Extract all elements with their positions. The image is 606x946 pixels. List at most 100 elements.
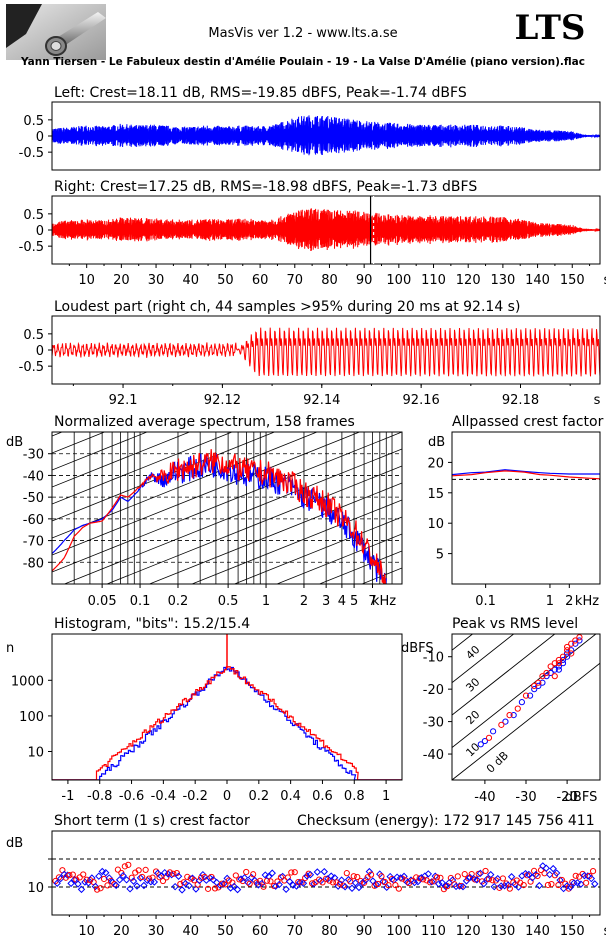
- point-right: [482, 867, 489, 875]
- point-left: [327, 872, 335, 880]
- point-left: [150, 878, 159, 886]
- y-tick-label: 0.5: [23, 208, 44, 223]
- point-left: [310, 880, 318, 888]
- grid-slope: [52, 432, 234, 505]
- x-tick-label: 140: [525, 273, 550, 288]
- point-left: [67, 879, 75, 888]
- grid-slope: [52, 432, 402, 573]
- point-left: [531, 686, 538, 693]
- point-left: [133, 882, 141, 890]
- crest-diagonal: [452, 634, 556, 716]
- point-left: [584, 872, 592, 880]
- point-left: [490, 882, 498, 891]
- point-left: [564, 653, 571, 660]
- x-tick-label: 120: [456, 273, 481, 288]
- x-tick-label: s: [604, 924, 606, 939]
- chart-title: Histogram, "bits": 15.2/15.4: [54, 616, 250, 632]
- point-left: [56, 874, 65, 883]
- point-right: [589, 867, 597, 875]
- point-left: [424, 870, 433, 878]
- grid-slope: [318, 550, 402, 584]
- point-left: [53, 879, 61, 887]
- y-tick-label: 0: [36, 224, 44, 239]
- point-left: [462, 877, 471, 885]
- point-left: [551, 666, 558, 673]
- point-left: [129, 877, 138, 885]
- point-left: [320, 867, 328, 876]
- y-axis-label: n: [6, 641, 14, 656]
- point-left: [199, 870, 207, 879]
- x-tick-label: 60: [252, 924, 269, 939]
- point-right: [343, 870, 350, 877]
- x-tick-label: 130: [490, 924, 515, 939]
- point-right: [531, 682, 538, 690]
- y-tick-label: -80: [23, 556, 44, 571]
- x-tick-label: 50: [217, 924, 234, 939]
- point-left: [525, 870, 533, 879]
- point-left: [240, 874, 249, 882]
- y-tick-label: 10: [427, 517, 444, 532]
- point-right: [555, 881, 562, 889]
- spectrum-right: [52, 449, 387, 584]
- chart-title: Peak vs RMS level: [452, 616, 578, 632]
- point-left: [376, 870, 384, 878]
- point-right: [125, 861, 132, 868]
- plot-frame: [451, 431, 601, 585]
- point-left: [504, 881, 512, 889]
- checksum-label: Checksum (energy): 172 917 145 756 411: [297, 813, 595, 829]
- x-unit-label: s: [594, 393, 601, 408]
- point-right: [385, 882, 392, 889]
- point-left: [143, 876, 152, 885]
- x-tick-label: 70: [287, 273, 304, 288]
- x-tick-label: 50: [217, 273, 234, 288]
- x-tick-label: -40: [474, 790, 495, 805]
- point-left: [226, 884, 235, 892]
- y-tick-label: -20: [423, 683, 444, 698]
- plot-frame: [51, 830, 601, 916]
- x-tick-label: 0.4: [280, 789, 301, 804]
- grid-slope: [52, 432, 149, 471]
- point-right: [539, 673, 546, 680]
- point-right: [564, 647, 571, 654]
- x-tick-label: 0.2: [248, 789, 269, 804]
- x-tick-label: -0.2: [182, 789, 207, 804]
- point-right: [243, 868, 250, 876]
- point-left: [497, 882, 505, 890]
- point-left: [272, 882, 280, 890]
- y-tick-label: 5: [436, 548, 444, 563]
- point-left: [555, 663, 562, 670]
- point-right: [430, 878, 437, 885]
- point-right: [319, 879, 326, 886]
- point-right: [274, 878, 281, 885]
- y-tick-label: -60: [23, 513, 44, 528]
- point-right: [454, 873, 461, 880]
- x-unit-label: kHz: [575, 594, 599, 609]
- point-right: [381, 878, 389, 886]
- point-right: [104, 882, 111, 889]
- point-left: [77, 885, 86, 894]
- point-left: [566, 883, 575, 891]
- point-left: [510, 712, 517, 719]
- grid-slope: [148, 482, 402, 584]
- y-tick-label: 10: [27, 746, 44, 761]
- point-right: [527, 878, 534, 885]
- point-right: [159, 877, 167, 885]
- point-left: [285, 877, 294, 886]
- point-left: [490, 728, 497, 735]
- point-left: [410, 878, 419, 887]
- point-right: [572, 637, 579, 644]
- point-right: [350, 873, 357, 880]
- point-right: [461, 871, 468, 878]
- chart-title: Left: Crest=18.11 dB, RMS=-19.85 dBFS, P…: [54, 85, 467, 101]
- x-tick-label: 0.1: [475, 594, 496, 609]
- x-tick-label: 80: [321, 924, 338, 939]
- y-axis-label: dB: [6, 435, 23, 450]
- point-left: [282, 885, 290, 893]
- point-left: [84, 879, 93, 887]
- point-left: [178, 886, 186, 894]
- point-right: [295, 879, 302, 886]
- point-right: [506, 712, 513, 719]
- x-tick-label: 90: [356, 273, 373, 288]
